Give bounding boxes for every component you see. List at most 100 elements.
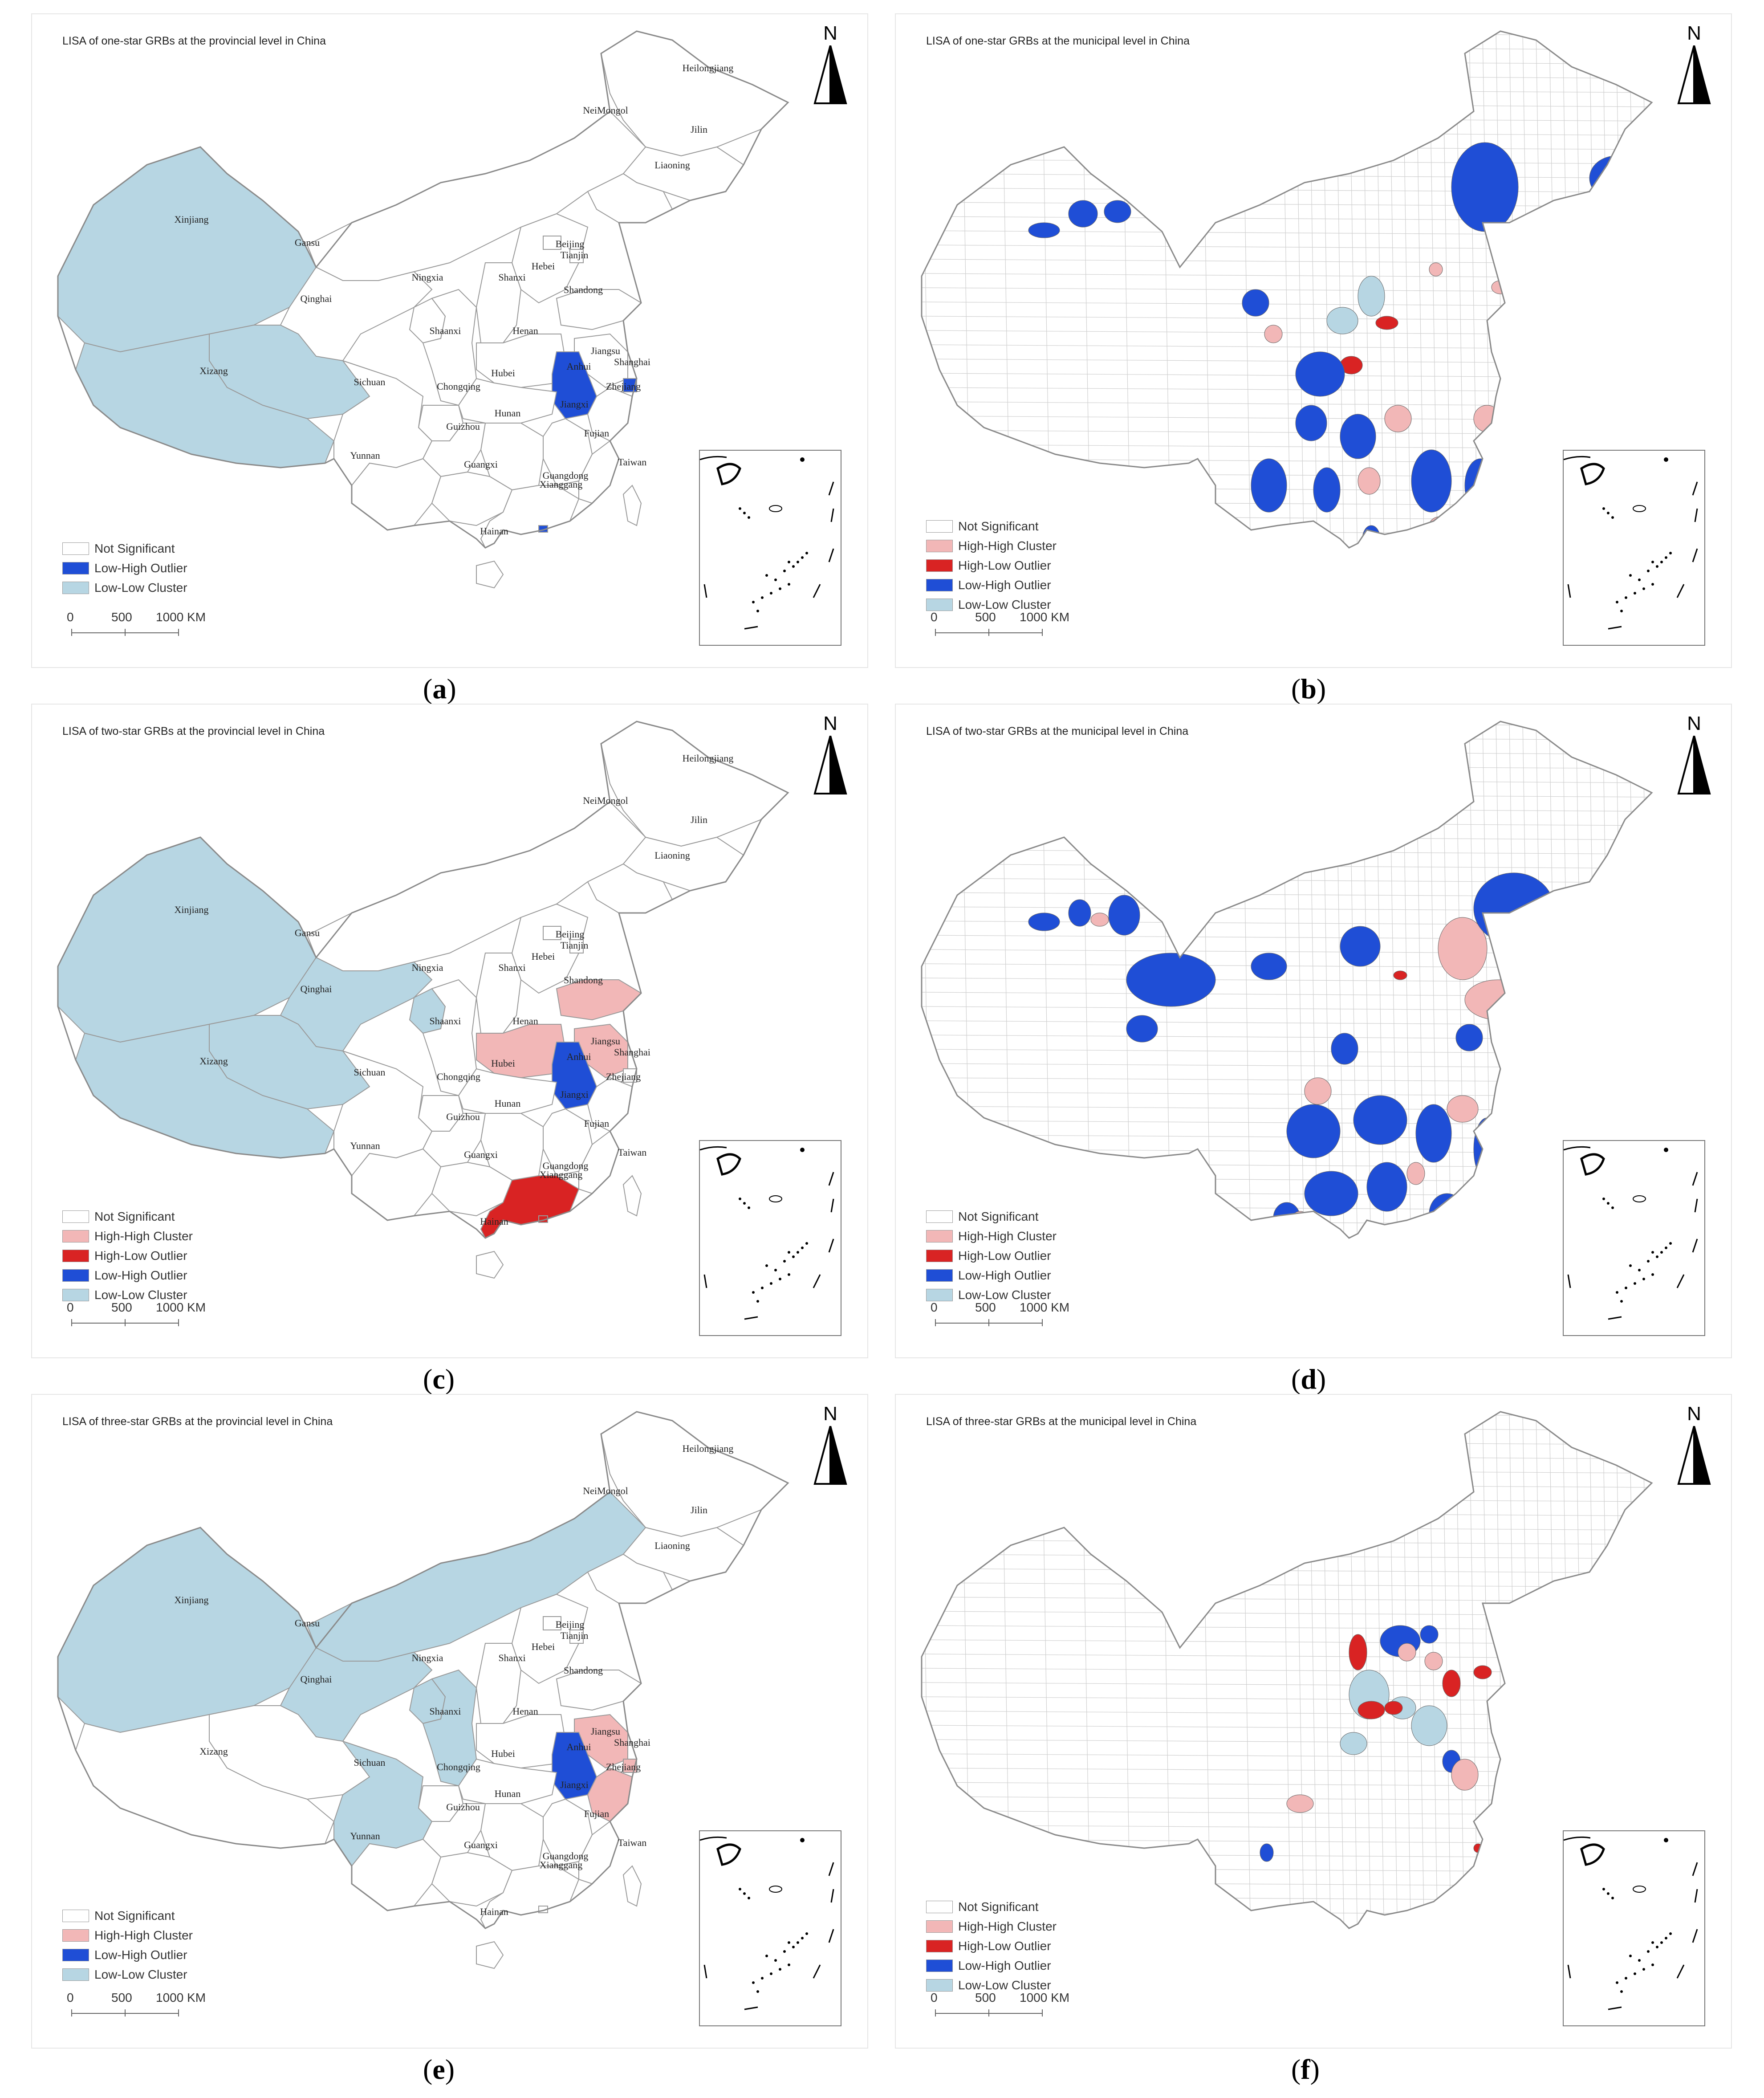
city-cluster-high-high <box>1429 516 1452 535</box>
province-taiwan <box>622 1865 642 1907</box>
city-cluster-low-high <box>1068 899 1091 927</box>
province-label-gansu: Gansu <box>295 1617 320 1629</box>
province-label-guangdong: Guangdong <box>543 1160 589 1171</box>
legend-label: High-High Cluster <box>958 1919 1057 1933</box>
province-shanghai <box>623 378 637 392</box>
legend: Not Significant High-High Cluster High-Low… <box>62 1207 193 1305</box>
inset-map <box>699 456 834 630</box>
province-label-guangxi: Guangxi <box>464 459 498 470</box>
province-label-tianjin: Tianjin <box>561 1630 589 1641</box>
province-label-jilin: Jilin <box>691 124 707 135</box>
city-cluster-low-high <box>1362 525 1381 548</box>
map-panel-f: LISA of three-star GRBs at the municipal… <box>895 1394 1732 2049</box>
province-label-shanghai: Shanghai <box>614 1737 650 1748</box>
city-cluster-low-high <box>1366 1162 1407 1212</box>
province-label-shandong: Shandong <box>564 1665 603 1676</box>
country-outline <box>921 721 1653 1239</box>
scale-tick <box>125 1319 126 1326</box>
legend-item: Not Significant <box>62 1207 193 1226</box>
city-cluster-high-low <box>1384 1701 1403 1715</box>
legend-swatch <box>926 1230 953 1243</box>
city-cluster-low-high <box>1340 926 1381 967</box>
province-label-fujian: Fujian <box>584 428 609 439</box>
province-label-heilongjiang: Heilongjiang <box>683 1443 734 1454</box>
province-label-beijing: Beijing <box>556 238 585 249</box>
legend-label: Low-High Outlier <box>94 561 187 575</box>
panel-caption-letter: b <box>1301 673 1317 705</box>
scale-label: 0 <box>67 1991 74 2004</box>
scale-label: 500 <box>111 610 132 624</box>
legend-swatch <box>926 1940 953 1952</box>
province-label-guizhou: Guizhou <box>446 421 480 432</box>
city-cluster-low-high <box>1251 953 1287 980</box>
province-label-zhejiang: Zhejiang <box>606 1761 641 1772</box>
province-label-anhui: Anhui <box>567 1051 591 1062</box>
city-cluster-low-high <box>1455 530 1479 548</box>
province-shandong <box>556 1670 642 1711</box>
province-label-xianggang: Xianggang <box>540 479 583 490</box>
legend-item: High-High Cluster <box>926 1226 1057 1246</box>
legend-item: Not Significant <box>62 1906 193 1926</box>
city-cluster-low-high <box>1429 1193 1465 1234</box>
province-xinjiang <box>57 1527 317 1733</box>
city-cluster-low-high <box>1589 155 1643 201</box>
province-label-shanghai: Shanghai <box>614 1047 650 1058</box>
china-map <box>921 721 1653 1239</box>
province-hubei <box>458 1758 557 1804</box>
country-outline <box>921 1411 1653 1929</box>
panel-caption-letter: c <box>432 1363 445 1395</box>
city-cluster-high-high <box>1406 1162 1425 1185</box>
city-cluster-low-high <box>1286 1104 1341 1158</box>
city-cluster-high-high <box>1304 1077 1332 1105</box>
legend-item: Low-High Outlier <box>62 1266 193 1285</box>
province-label-liaoning: Liaoning <box>654 850 690 861</box>
province-label-henan: Henan <box>512 325 538 336</box>
province-label-hubei: Hubei <box>491 1748 515 1759</box>
country-fill <box>922 31 1652 548</box>
legend-label: Not Significant <box>958 1900 1039 1914</box>
legend-swatch <box>926 1289 953 1301</box>
city-cluster-low-high <box>1251 458 1287 513</box>
legend-swatch <box>62 1929 89 1942</box>
legend-label: Low-High Outlier <box>958 578 1051 592</box>
scale-label: 0 <box>931 1991 938 2004</box>
province-label-xizang: Xizang <box>199 365 228 376</box>
scale-tick <box>1042 2009 1043 2017</box>
city-cluster-low-high <box>1126 953 1216 1007</box>
map-panel-e: Heilongjiang NeiMongol Jilin Liaoning Xinjia… <box>31 1394 868 2049</box>
inset-map <box>1563 1146 1698 1320</box>
south-china-sea-inset <box>1563 450 1705 646</box>
province-label-fujian: Fujian <box>584 1118 609 1129</box>
province-shanghai <box>623 1759 637 1773</box>
scale-label: 0 <box>67 610 74 624</box>
province-hubei <box>458 378 557 424</box>
legend: Not Significant High-High Cluster High-Low… <box>926 517 1057 615</box>
legend-label: Low-High Outlier <box>94 1948 187 1962</box>
north-arrow-icon: N <box>1674 713 1714 797</box>
city-cluster-high-high <box>1509 369 1528 392</box>
city-cluster-high-high <box>1447 1095 1479 1123</box>
province-tianjin <box>569 939 584 953</box>
city-cluster-low-high <box>1028 913 1060 931</box>
scale-bar: 0 500 1000 KM <box>67 610 206 637</box>
province-label-ningxia: Ningxia <box>412 1652 443 1663</box>
city-cluster-low-high <box>1108 895 1140 936</box>
province-label-guangdong: Guangdong <box>543 470 589 481</box>
china-map <box>921 1411 1653 1929</box>
scale-tick <box>1042 1319 1043 1326</box>
city-cluster-low-high <box>1571 890 1639 936</box>
city-cluster-high-high <box>1562 935 1590 962</box>
south-china-sea-inset <box>1563 1140 1705 1336</box>
province-label-xinjiang: Xinjiang <box>175 214 209 225</box>
province-label-heilongjiang: Heilongjiang <box>683 62 734 73</box>
legend-swatch <box>62 1910 89 1922</box>
province-label-sichuan: Sichuan <box>354 1757 386 1768</box>
province-label-hebei: Hebei <box>532 261 555 272</box>
legend-swatch <box>62 1210 89 1223</box>
scale-bar: 0 500 1000 KM <box>931 1991 1069 2017</box>
legend-item: Low-Low Cluster <box>62 1965 193 1984</box>
map-panel-d: LISA of two-star GRBs at the municipal l… <box>895 704 1732 1358</box>
city-cluster-low-low <box>1340 1732 1367 1755</box>
scale-tick <box>178 1319 179 1326</box>
province-label-neimongol: NeiMongol <box>583 1485 628 1496</box>
